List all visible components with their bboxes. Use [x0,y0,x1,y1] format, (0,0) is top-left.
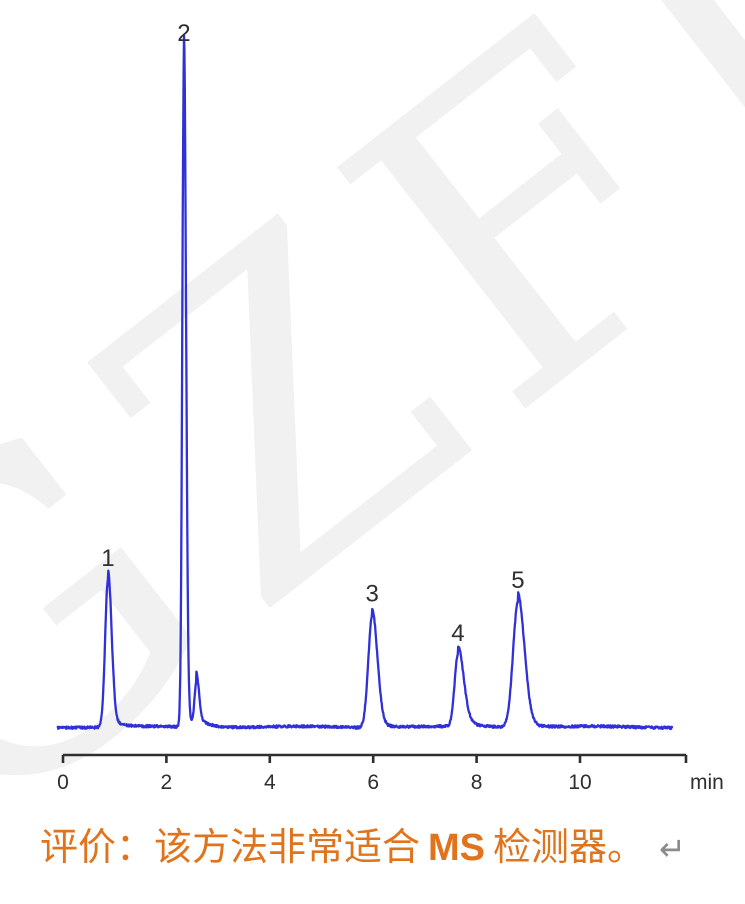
peak-label-4: 4 [451,620,464,647]
x-tick-label-4: 8 [471,771,483,794]
caption-text-suffix: 检测器。 [493,825,646,869]
x-tick-label-0: 0 [57,771,69,794]
chromatogram-trace [56,34,674,731]
x-axis-line [61,753,688,763]
x-tick-label-1: 2 [161,771,173,794]
x-axis-unit-label: min [690,771,724,794]
caption-line: 评价：该方法非常适合 MS 检测器。 ↵ [40,824,740,872]
peak-label-3: 3 [365,580,378,607]
peak-label-2: 2 [177,20,190,47]
return-mark-icon: ↵ [659,830,686,868]
chromatogram-chart: 0 2 4 6 8 10 min 1 2 3 4 5 [56,20,724,794]
peak-label-1: 1 [101,545,114,572]
caption-ms-highlight: MS [428,827,486,869]
caption-text-prefix: 评价：该方法非常适合 [40,825,421,869]
x-tick-label-5: 10 [568,771,591,794]
peak-label-5: 5 [511,567,524,594]
x-tick-label-2: 4 [264,771,276,794]
x-tick-label-3: 6 [367,771,379,794]
